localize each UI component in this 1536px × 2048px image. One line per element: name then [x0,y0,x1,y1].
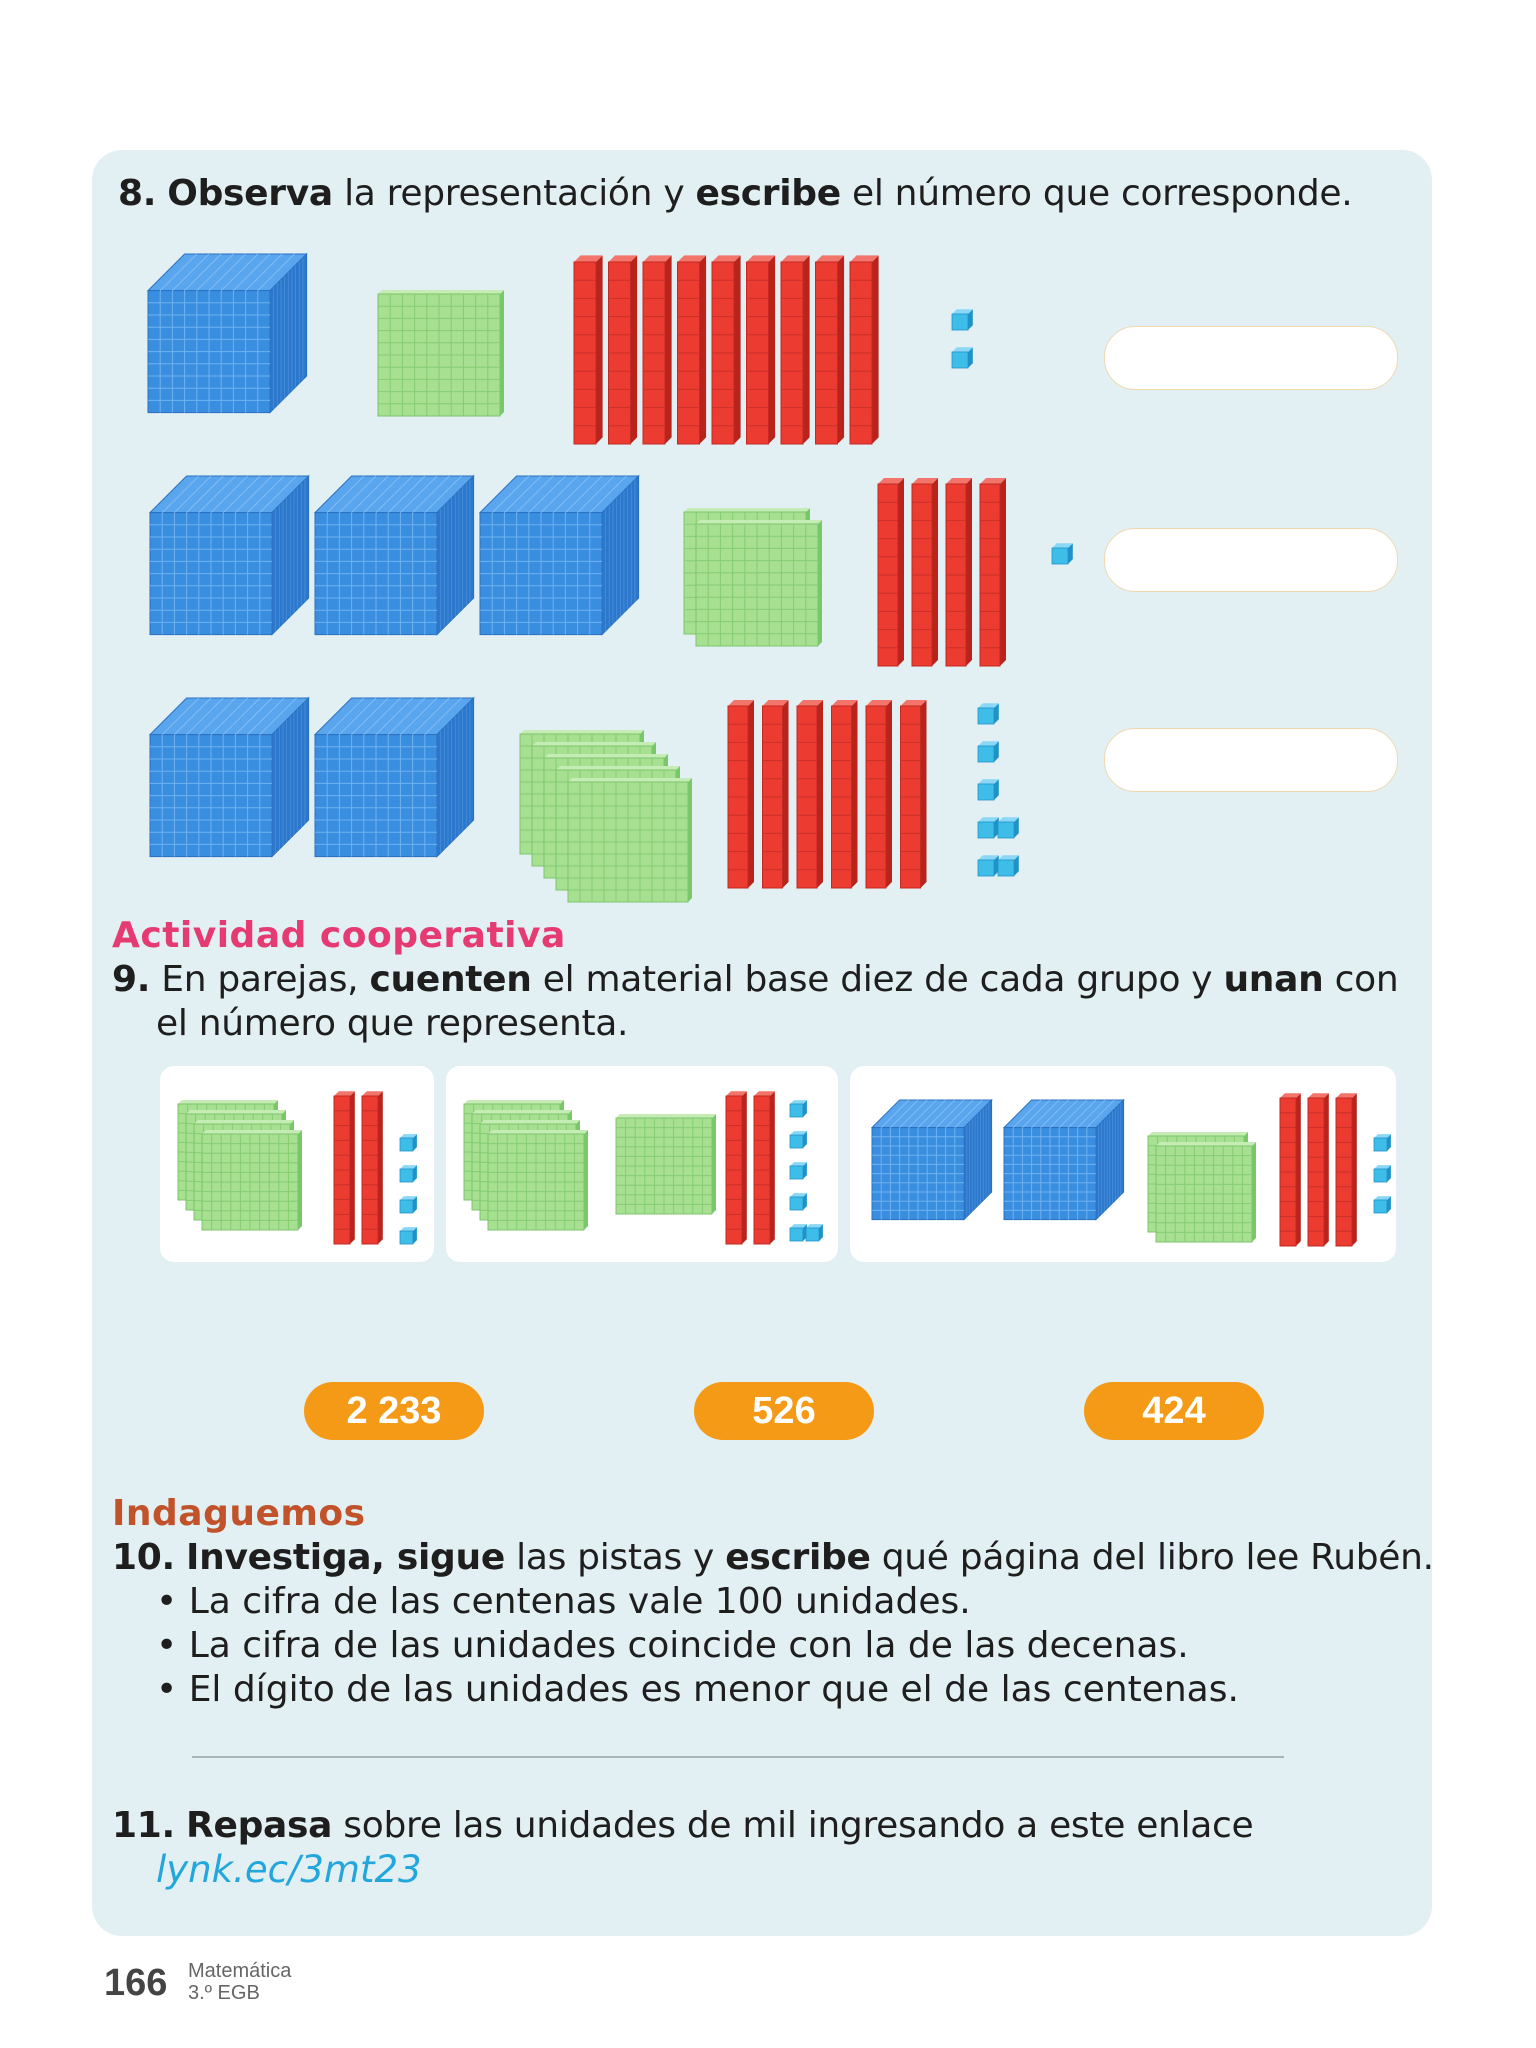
answer-field-row-2[interactable] [1104,528,1398,592]
cooperative-heading: Actividad cooperativa [112,915,566,956]
option-pill-3[interactable]: 424 [1084,1382,1264,1440]
page-number: 166 [104,1962,168,2004]
exercise-8-instruction: 8. Observa la representación y escribe e… [118,173,1353,214]
option-pill-1[interactable]: 2 233 [304,1382,484,1440]
clue-2: • La cifra de las unidades coincide con … [156,1625,1189,1666]
footer-grade: 3.º EGB [188,1982,260,2004]
answer-line[interactable] [192,1756,1284,1758]
group-card-3[interactable] [850,1066,1396,1262]
exercise-9-instruction: 9. En parejas, cuenten el material base … [112,959,1399,1000]
clue-1: • La cifra de las centenas vale 100 unid… [156,1581,971,1622]
inquiry-heading: Indaguemos [112,1493,366,1534]
answer-field-row-1[interactable] [1104,326,1398,390]
exercise-9-instruction-line2: el número que representa. [156,1003,629,1044]
base-ten-row-1 [0,0,1,1]
activity-panel [92,150,1432,1936]
group-card-1[interactable] [160,1066,434,1262]
exercise-10-instruction: 10. Investiga, sigue las pistas y escrib… [112,1537,1434,1578]
footer-subject: Matemática [188,1960,292,1982]
exercise-11-instruction: 11. Repasa sobre las unidades de mil ing… [112,1805,1254,1846]
option-pill-2[interactable]: 526 [694,1382,874,1440]
review-link[interactable]: lynk.ec/3mt23 [156,1848,422,1891]
answer-field-row-3[interactable] [1104,728,1398,792]
group-card-2[interactable] [446,1066,838,1262]
clue-3: • El dígito de las unidades es menor que… [156,1669,1239,1710]
